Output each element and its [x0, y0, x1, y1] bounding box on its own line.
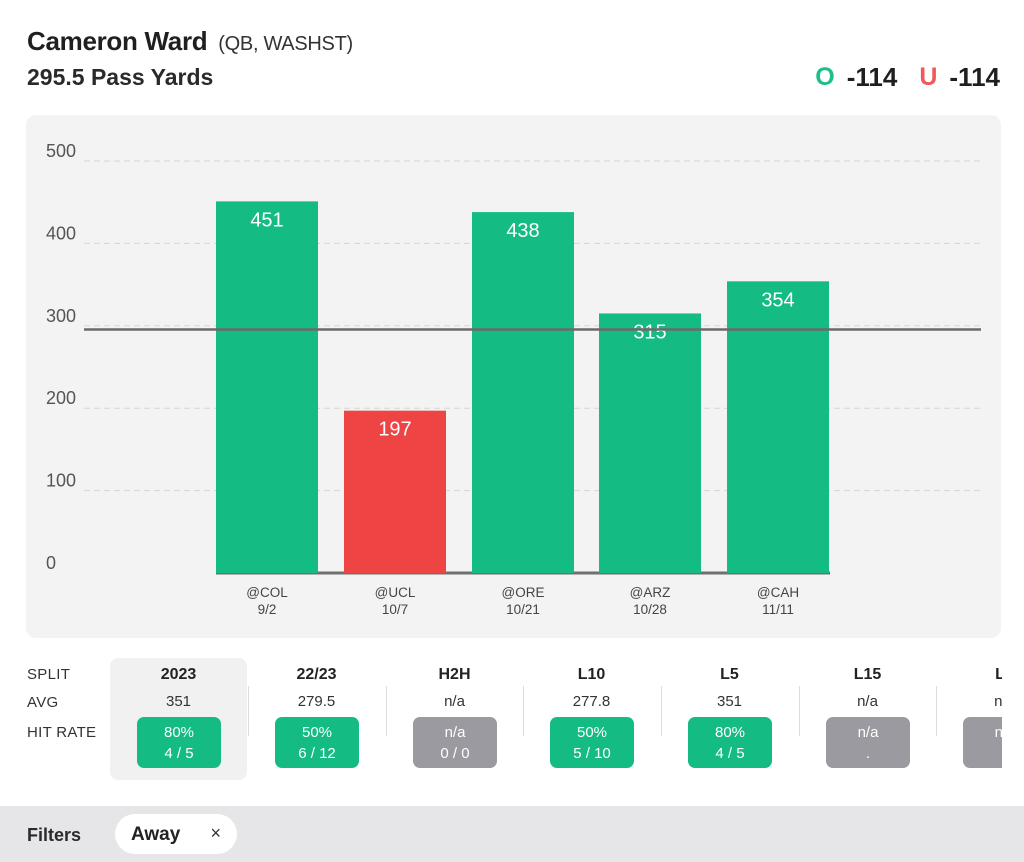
split-column-1[interactable]: 22/23 279.5 50% 6 / 12 [248, 658, 385, 780]
split-avg: n/a [444, 693, 465, 710]
hit-rate-badge: n/a. [826, 717, 910, 768]
hit-rate-record: 0 / 0 [440, 745, 470, 762]
hit-rate-badge: 80% 4 / 5 [137, 717, 221, 768]
hit-rate-pct: 80% [163, 724, 195, 741]
split-title: H2H [438, 666, 471, 683]
column-divider [523, 686, 524, 736]
y-tick-label: 500 [46, 141, 76, 161]
over-letter: O [815, 63, 835, 91]
odds-group: O -114 U -114 [815, 62, 1000, 93]
split-avg: 351 [165, 693, 192, 710]
bar [344, 410, 446, 573]
hit-rate-badge: 50% 5 / 10 [550, 717, 634, 768]
filters-bar: Filters Away × [0, 806, 1024, 862]
filters-label: Filters [27, 825, 82, 845]
hit-rate-record: 5 / 10 [573, 745, 611, 762]
hit-rate-row-label: HIT RATE [27, 724, 97, 741]
player-meta: (QB, WASHST) [218, 33, 353, 55]
bar-chart: 0 100 200 300 400 500 451 @COL 9/2 197 @UCL 10/7 438… [26, 115, 1001, 638]
under-odds[interactable]: -114 [949, 62, 1000, 92]
x-date-label: 11/11 [762, 602, 794, 617]
split-column-4[interactable]: L5 351 80% 4 / 5 [661, 658, 798, 780]
split-column-3[interactable]: L10 277.8 50% 5 / 10 [523, 658, 660, 780]
bar-value-label: 354 [761, 289, 794, 311]
column-divider [386, 686, 387, 736]
bar [472, 212, 574, 573]
prop-line: 295.5 Pass Yards [27, 64, 214, 90]
hit-rate-badge: 80% 4 / 5 [688, 717, 772, 768]
bar-value-label: 315 [633, 321, 666, 343]
under-letter: U [919, 63, 938, 91]
x-category-label: @COL [246, 585, 288, 600]
player-title: Cameron Ward (QB, WASHST) [27, 26, 353, 57]
hit-rate-record: 6 / 12 [298, 745, 336, 762]
hit-rate-record: 4 / 5 [715, 745, 745, 762]
split-column-2[interactable]: H2H n/a n/a 0 / 0 [386, 658, 523, 780]
x-date-label: 10/7 [382, 602, 408, 617]
split-title: 22/23 [296, 666, 337, 683]
column-divider [661, 686, 662, 736]
split-title: L5 [720, 666, 739, 683]
split-avg: 277.8 [572, 693, 611, 710]
x-date-label: 10/21 [506, 602, 540, 617]
hit-rate-record: . [865, 745, 871, 762]
away-filter-chip[interactable]: Away × [115, 814, 237, 854]
hit-rate-pct: 50% [301, 724, 333, 741]
y-tick-label: 100 [46, 471, 76, 491]
hit-rate-pct: n/a [994, 724, 1002, 741]
player-name: Cameron Ward [27, 26, 208, 56]
split-avg: 279.5 [297, 693, 336, 710]
split-title: L15 [853, 666, 882, 683]
y-tick-label: 0 [46, 553, 56, 573]
split-title: L10 [577, 666, 606, 683]
y-tick-label: 400 [46, 223, 76, 243]
split-column-5[interactable]: L15 n/a n/a. [799, 658, 936, 780]
x-category-label: @ARZ [630, 585, 671, 600]
y-tick-label: 300 [46, 306, 76, 326]
bar [727, 281, 829, 573]
hit-rate-pct: n/a [857, 724, 879, 741]
hit-rate-pct: 50% [576, 724, 608, 741]
x-category-label: @ORE [502, 585, 545, 600]
split-column-0[interactable]: 2023 351 80% 4 / 5 [110, 658, 247, 780]
split-avg: n/a [994, 693, 1002, 710]
bar [599, 313, 701, 573]
split-title: 2023 [160, 666, 197, 683]
split-row-label: SPLIT [27, 666, 71, 683]
prop-header: Cameron Ward (QB, WASHST) 295.5 Pass Yar… [27, 24, 1000, 100]
x-date-label: 9/2 [258, 602, 277, 617]
avg-row-label: AVG [27, 694, 59, 711]
column-divider [248, 686, 249, 736]
bar-value-label: 197 [378, 419, 411, 441]
column-divider [936, 686, 937, 736]
chart-svg: 0 100 200 300 400 500 451 @COL 9/2 197 @UCL 10/7 438… [46, 141, 981, 617]
x-category-label: @CAH [757, 585, 799, 600]
split-avg: 351 [716, 693, 743, 710]
bar [216, 201, 318, 573]
column-divider [799, 686, 800, 736]
bar-value-label: 438 [506, 220, 539, 242]
over-odds[interactable]: -114 [846, 62, 898, 92]
x-date-label: 10/28 [633, 602, 667, 617]
hit-rate-pct: 80% [714, 724, 746, 741]
split-avg: n/a [857, 693, 878, 710]
splits-table: SPLIT AVG HIT RATE 2023 351 80% 4 / 5 22/23 2… [0, 658, 1002, 783]
hit-rate-badge: n/a 0 / 0 [413, 717, 497, 768]
hit-rate-record: 4 / 5 [164, 745, 194, 762]
split-title: L3 [995, 666, 1002, 683]
split-column-6[interactable]: L3 n/a n/a [936, 658, 1002, 780]
close-icon[interactable]: × [210, 823, 221, 843]
x-category-label: @UCL [375, 585, 416, 600]
hit-rate-badge: 50% 6 / 12 [275, 717, 359, 768]
bar-value-label: 451 [250, 209, 283, 231]
away-chip-label: Away [131, 824, 181, 845]
hit-rate-pct: n/a [444, 724, 466, 741]
y-tick-label: 200 [46, 388, 76, 408]
hit-rate-badge: n/a [963, 717, 1002, 768]
